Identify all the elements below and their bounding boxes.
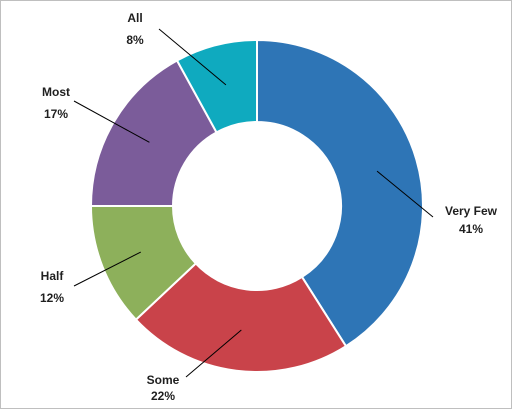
leader-line-all <box>158 28 227 86</box>
label-veryfew-name: Very Few <box>445 204 498 218</box>
leader-line-some <box>185 329 242 378</box>
label-all-pct: 8% <box>126 33 144 47</box>
slice-very-few <box>256 38 424 348</box>
label-most-name: Most <box>42 85 70 99</box>
label-veryfew-pct: 41% <box>459 222 483 236</box>
slice-most <box>89 59 218 207</box>
label-some-pct: 22% <box>151 389 175 403</box>
label-half-pct: 12% <box>40 291 64 305</box>
slice-some <box>134 262 348 373</box>
label-all-name: All <box>127 11 142 25</box>
leader-line-most <box>73 100 150 143</box>
label-some-name: Some <box>147 373 180 387</box>
label-half-name: Half <box>41 269 65 283</box>
leader-lines-group <box>73 28 434 378</box>
leader-line-half <box>73 251 142 287</box>
slice-all <box>175 38 258 134</box>
slices-group <box>89 38 424 373</box>
label-most-pct: 17% <box>44 107 68 121</box>
leader-line-very-few <box>376 170 434 218</box>
